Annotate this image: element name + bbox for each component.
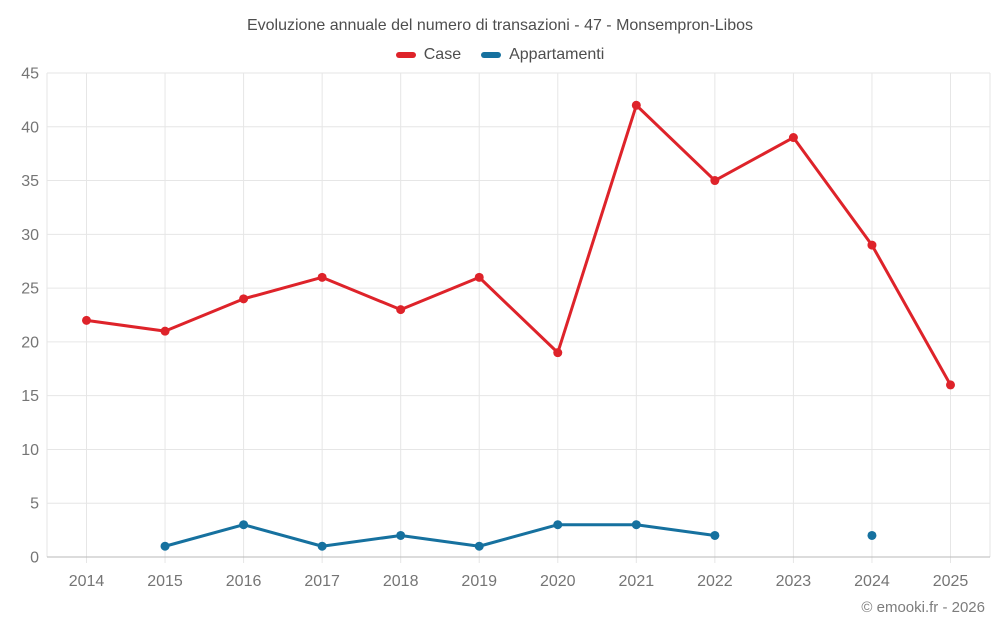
- chart-legend: Case Appartamenti: [0, 46, 1000, 64]
- y-axis-labels: 0 5 10 15 20 25 30 35 40 45: [21, 66, 39, 567]
- data-point-appartamenti-2018[interactable]: [396, 530, 406, 540]
- data-point-case-2025[interactable]: [946, 380, 955, 390]
- svg-text:2020: 2020: [540, 573, 576, 590]
- svg-text:2022: 2022: [697, 573, 733, 590]
- legend-label-case: Case: [423, 46, 462, 63]
- data-point-appartamenti-2021[interactable]: [631, 520, 641, 530]
- series-case: [82, 100, 955, 390]
- data-point-case-2019[interactable]: [474, 272, 484, 282]
- legend-item-case[interactable]: Case: [395, 46, 462, 64]
- svg-text:15: 15: [21, 388, 39, 405]
- legend-label-appartamenti: Appartamenti: [509, 46, 605, 63]
- data-point-appartamenti-2016[interactable]: [239, 520, 249, 530]
- data-point-case-2018[interactable]: [396, 305, 406, 315]
- svg-text:20: 20: [21, 334, 39, 351]
- data-point-appartamenti-2015[interactable]: [160, 541, 170, 551]
- svg-text:25: 25: [21, 281, 39, 298]
- svg-text:2018: 2018: [383, 573, 419, 590]
- data-point-case-2021[interactable]: [631, 100, 641, 110]
- svg-text:30: 30: [21, 227, 39, 244]
- series-appartamenti: [160, 520, 877, 551]
- legend-swatch-case: [395, 52, 416, 58]
- svg-text:2016: 2016: [226, 573, 262, 590]
- data-point-case-2015[interactable]: [160, 326, 170, 336]
- svg-text:10: 10: [21, 442, 39, 459]
- data-point-appartamenti-2022[interactable]: [710, 530, 720, 540]
- data-point-case-2024[interactable]: [867, 240, 877, 250]
- data-point-appartamenti-2019[interactable]: [474, 541, 484, 551]
- svg-text:45: 45: [21, 66, 39, 83]
- svg-text:0: 0: [30, 550, 39, 567]
- svg-text:2021: 2021: [619, 573, 655, 590]
- data-point-case-2020[interactable]: [553, 348, 563, 358]
- svg-text:2024: 2024: [854, 573, 890, 590]
- copyright-footer: © emooki.fr - 2026: [861, 599, 985, 616]
- svg-text:2019: 2019: [461, 573, 497, 590]
- data-point-case-2014[interactable]: [82, 315, 91, 325]
- svg-text:35: 35: [21, 173, 39, 190]
- gridlines: [46, 72, 991, 563]
- svg-text:2017: 2017: [304, 573, 340, 590]
- data-point-case-2023[interactable]: [788, 133, 798, 143]
- svg-text:2025: 2025: [933, 573, 969, 590]
- svg-text:2014: 2014: [69, 573, 105, 590]
- data-point-appartamenti-2024[interactable]: [867, 530, 877, 540]
- x-axis-labels: 2014 2015 2016 2017 2018 2019 2020 2021 2022 2023…: [69, 573, 969, 590]
- data-point-appartamenti-2017[interactable]: [317, 541, 327, 551]
- data-point-case-2017[interactable]: [317, 272, 327, 282]
- legend-swatch-appartamenti: [481, 52, 502, 58]
- svg-text:40: 40: [21, 119, 39, 136]
- svg-text:2023: 2023: [776, 573, 812, 590]
- svg-text:5: 5: [30, 496, 39, 513]
- data-point-appartamenti-2020[interactable]: [553, 520, 563, 530]
- legend-item-appartamenti[interactable]: Appartamenti: [481, 46, 604, 64]
- svg-text:2015: 2015: [147, 573, 183, 590]
- chart-title: Evoluzione annuale del numero di transaz…: [246, 17, 754, 34]
- data-point-case-2022[interactable]: [710, 176, 720, 186]
- data-point-case-2016[interactable]: [239, 294, 249, 304]
